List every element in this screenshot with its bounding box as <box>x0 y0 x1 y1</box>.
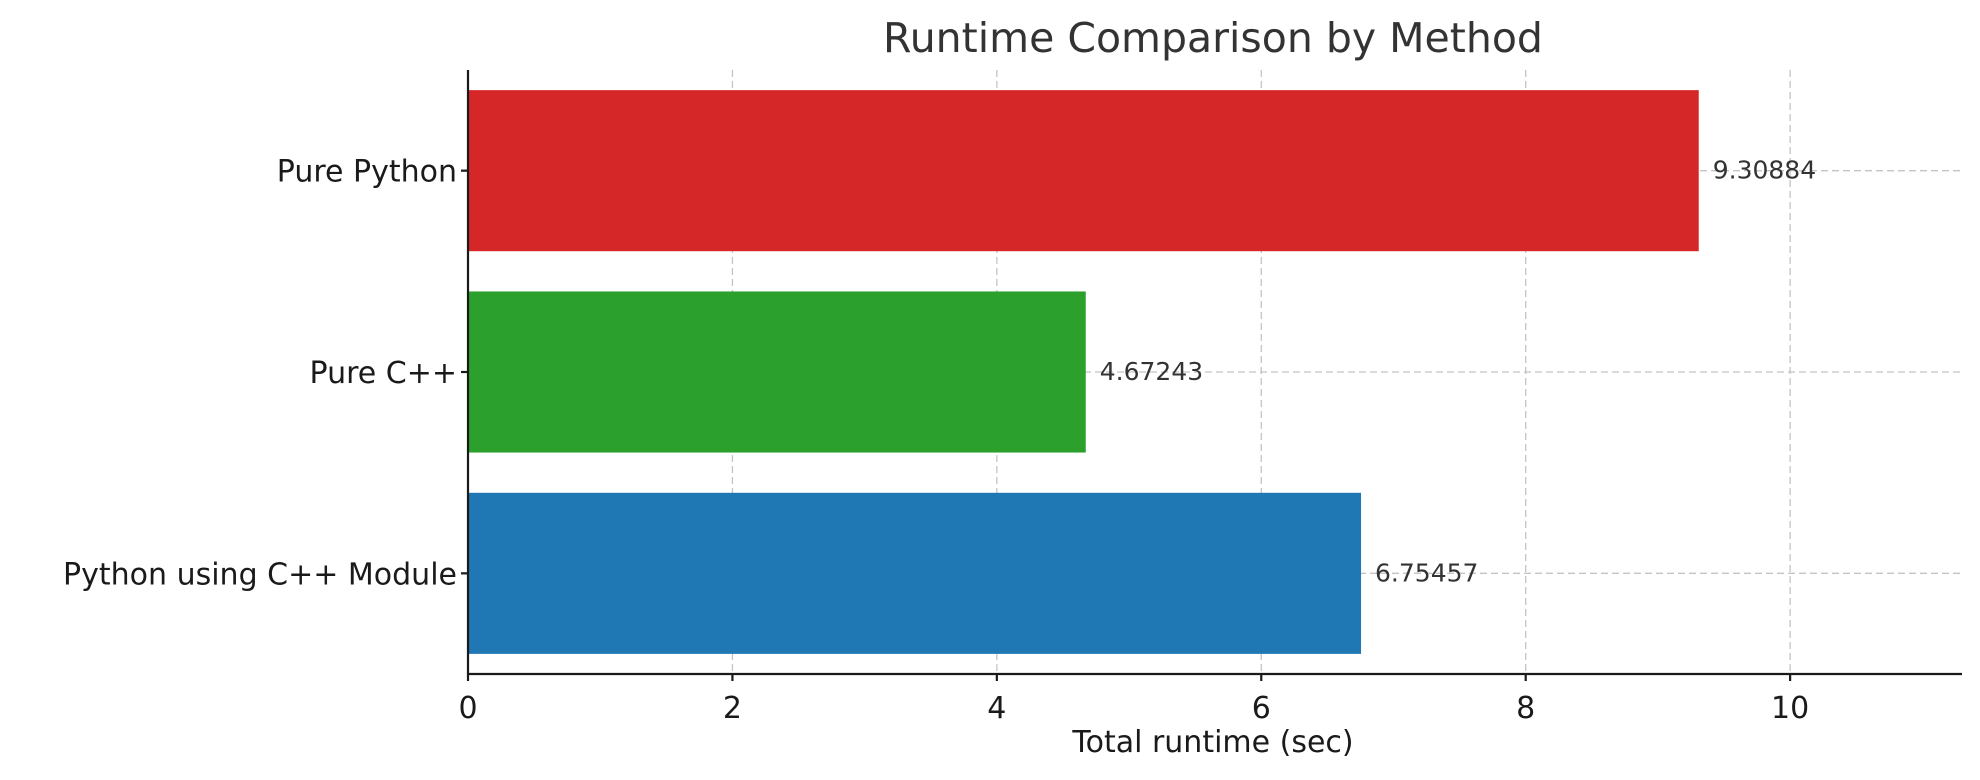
data-label: 6.75457 <box>1375 558 1478 587</box>
data-label: 9.30884 <box>1713 156 1816 185</box>
x-tick-label: 0 <box>458 691 477 726</box>
x-tick-label: 4 <box>987 691 1006 726</box>
x-tick-label: 2 <box>723 691 742 726</box>
x-tick-label: 8 <box>1516 691 1535 726</box>
chart-title: Runtime Comparison by Method <box>883 14 1543 62</box>
x-tick-label: 10 <box>1771 691 1809 726</box>
category-label: Python using C++ Module <box>63 557 457 592</box>
labels: 0 2 4 6 8 10 Pure Python 9.30884 Pure C++ 4.67243… <box>63 155 1816 726</box>
x-axis-label: Total runtime (sec) <box>1071 725 1353 760</box>
x-tick-label: 6 <box>1252 691 1271 726</box>
axes <box>461 70 1962 681</box>
category-label: Pure Python <box>277 155 457 190</box>
category-label: Pure C++ <box>310 356 457 391</box>
bar <box>468 90 1699 252</box>
bar <box>468 492 1362 654</box>
bars <box>468 90 1699 654</box>
data-label: 4.67243 <box>1100 357 1203 386</box>
bar <box>468 291 1086 453</box>
